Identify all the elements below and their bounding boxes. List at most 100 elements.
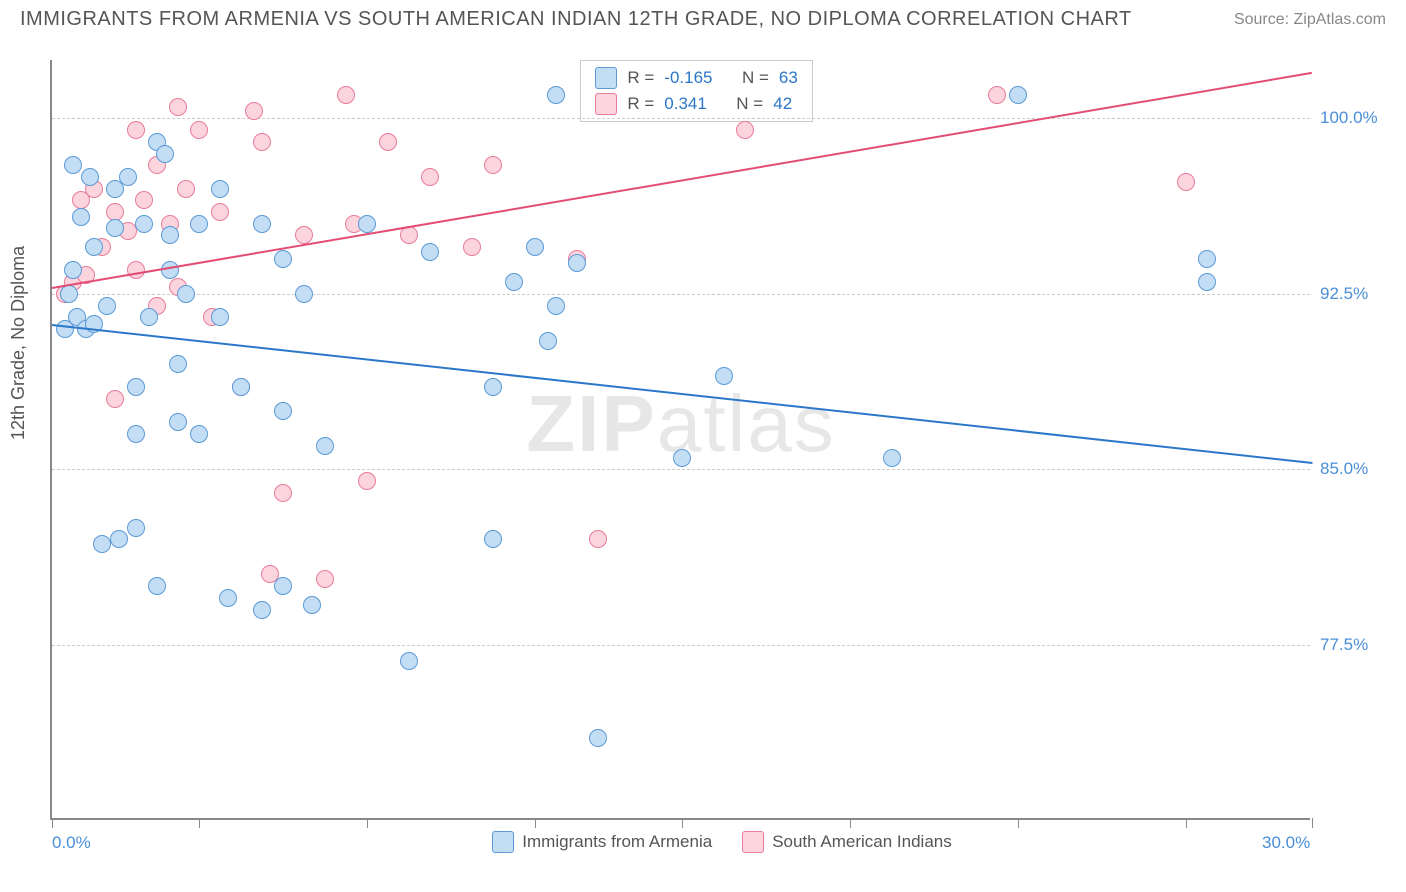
series-a-point (400, 652, 418, 670)
series-b-point (245, 102, 263, 120)
series-a-point (106, 219, 124, 237)
series-b-point (190, 121, 208, 139)
series-b-point (337, 86, 355, 104)
series-a-point (169, 413, 187, 431)
series-a-point (135, 215, 153, 233)
series-b-point (484, 156, 502, 174)
y-axis-label: 12th Grade, No Diploma (8, 246, 29, 440)
series-a-point (64, 156, 82, 174)
series-a-point (60, 285, 78, 303)
series-b-point (421, 168, 439, 186)
series-a-point (274, 577, 292, 595)
gridline (52, 294, 1310, 295)
swatch-series-a (595, 67, 617, 89)
series-a-point (190, 425, 208, 443)
series-a-point (211, 308, 229, 326)
series-b-point (106, 203, 124, 221)
legend-item-series-a: Immigrants from Armenia (492, 831, 712, 853)
series-b-point (274, 484, 292, 502)
series-a-point (190, 215, 208, 233)
series-a-point (85, 238, 103, 256)
series-b-point (106, 390, 124, 408)
legend-item-series-b: South American Indians (742, 831, 952, 853)
swatch-series-a (492, 831, 514, 853)
series-a-point (93, 535, 111, 553)
series-a-point (526, 238, 544, 256)
series-a-point (177, 285, 195, 303)
series-a-point (127, 378, 145, 396)
series-b-point (379, 133, 397, 151)
stats-legend-box: R = -0.165 N = 63 R = 0.341 N = 42 (580, 60, 812, 122)
bottom-legend: Immigrants from Armenia South American I… (492, 831, 951, 853)
series-b-point (736, 121, 754, 139)
xtick (682, 818, 683, 828)
stats-row-series-a: R = -0.165 N = 63 (595, 65, 797, 91)
series-b-point (169, 98, 187, 116)
series-a-point (81, 168, 99, 186)
series-a-point (1198, 250, 1216, 268)
series-a-point (274, 250, 292, 268)
xtick-label: 0.0% (52, 833, 91, 853)
series-b-point (988, 86, 1006, 104)
series-a-point (161, 226, 179, 244)
series-a-point (232, 378, 250, 396)
swatch-series-b (595, 93, 617, 115)
series-b-point (211, 203, 229, 221)
series-a-point (505, 273, 523, 291)
xtick-label: 30.0% (1262, 833, 1310, 853)
ytick-label: 85.0% (1320, 459, 1395, 479)
series-b-point (316, 570, 334, 588)
xtick (52, 818, 53, 828)
ytick-label: 92.5% (1320, 284, 1395, 304)
series-b-point (295, 226, 313, 244)
series-b-point (358, 472, 376, 490)
series-a-point (421, 243, 439, 261)
xtick (367, 818, 368, 828)
series-a-point (539, 332, 557, 350)
series-a-point (110, 530, 128, 548)
xtick (199, 818, 200, 828)
stats-row-series-b: R = 0.341 N = 42 (595, 91, 797, 117)
series-a-point (98, 297, 116, 315)
series-a-point (119, 168, 137, 186)
series-b-point (1177, 173, 1195, 191)
xtick (850, 818, 851, 828)
series-a-point (673, 449, 691, 467)
series-a-point (883, 449, 901, 467)
series-a-point (274, 402, 292, 420)
xtick (1312, 818, 1313, 828)
gridline (52, 118, 1310, 119)
series-b-point (253, 133, 271, 151)
series-a-point (219, 589, 237, 607)
gridline (52, 645, 1310, 646)
series-a-point (1198, 273, 1216, 291)
series-a-point (1009, 86, 1027, 104)
series-a-point (316, 437, 334, 455)
series-a-point (589, 729, 607, 747)
series-a-point (547, 297, 565, 315)
xtick (1186, 818, 1187, 828)
swatch-series-b (742, 831, 764, 853)
source-label: Source: ZipAtlas.com (1234, 11, 1386, 29)
series-a-point (169, 355, 187, 373)
chart-plot-area: ZIPatlas R = -0.165 N = 63 R = 0.341 N =… (50, 60, 1310, 820)
series-a-point (156, 145, 174, 163)
series-a-point (484, 530, 502, 548)
series-a-point (547, 86, 565, 104)
series-a-point (358, 215, 376, 233)
xtick (1018, 818, 1019, 828)
series-a-point (568, 254, 586, 272)
series-a-point (303, 596, 321, 614)
series-b-point (589, 530, 607, 548)
series-a-point (211, 180, 229, 198)
series-a-point (127, 425, 145, 443)
series-a-point (253, 215, 271, 233)
series-a-point (140, 308, 158, 326)
series-a-point (484, 378, 502, 396)
series-a-point (127, 519, 145, 537)
series-a-point (253, 601, 271, 619)
series-b-point (127, 121, 145, 139)
series-a-point (161, 261, 179, 279)
series-a-point (295, 285, 313, 303)
xtick (535, 818, 536, 828)
